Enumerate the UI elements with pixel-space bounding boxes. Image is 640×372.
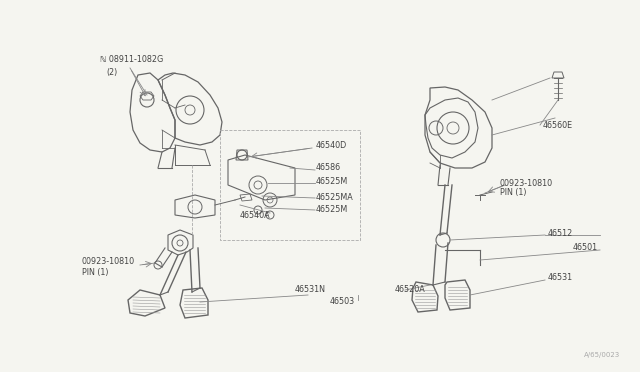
Text: PIN (1): PIN (1): [500, 189, 527, 198]
Text: 46531: 46531: [548, 273, 573, 282]
Text: 46512: 46512: [548, 228, 573, 237]
Text: 46525M: 46525M: [316, 176, 348, 186]
Text: 46540A: 46540A: [240, 211, 271, 219]
Text: (2): (2): [106, 67, 117, 77]
Text: 46586: 46586: [316, 164, 341, 173]
Text: 00923-10810: 00923-10810: [500, 179, 553, 187]
Text: 46501: 46501: [573, 244, 598, 253]
Text: 46525MA: 46525MA: [316, 192, 354, 202]
Text: 46525M: 46525M: [316, 205, 348, 215]
Text: A/65/0023: A/65/0023: [584, 352, 620, 358]
Text: 46540D: 46540D: [316, 141, 348, 150]
Text: 46520A: 46520A: [395, 285, 426, 295]
Text: 00923-10810: 00923-10810: [82, 257, 135, 266]
Text: 46503: 46503: [330, 298, 355, 307]
Text: ℕ 08911-1082G: ℕ 08911-1082G: [100, 55, 163, 64]
Text: PIN (1): PIN (1): [82, 269, 109, 278]
Text: 46560E: 46560E: [543, 121, 573, 129]
Text: 46531N: 46531N: [295, 285, 326, 295]
